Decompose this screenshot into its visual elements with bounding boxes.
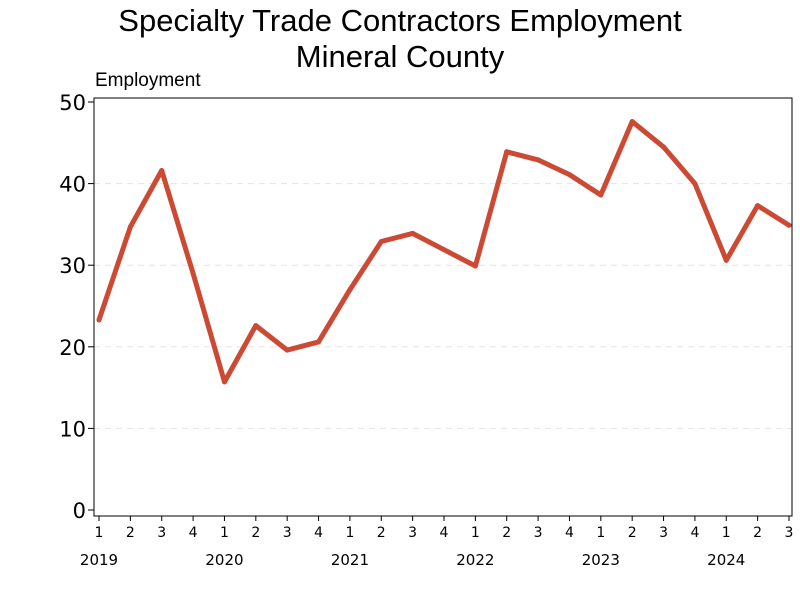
x-year-label: 2019 — [80, 551, 118, 569]
y-axis: 0 10 20 30 40 50 — [59, 91, 94, 523]
x-tick-label: 2 — [251, 525, 260, 541]
data-point — [190, 270, 196, 276]
data-point — [504, 149, 510, 155]
data-point — [566, 172, 572, 178]
x-tick-label: 3 — [408, 525, 417, 541]
data-point — [629, 119, 635, 125]
x-tick-label: 2 — [502, 525, 511, 541]
x-year-label: 2020 — [205, 551, 243, 569]
data-point — [96, 317, 102, 323]
data-point — [347, 287, 353, 293]
plot-frame — [93, 97, 793, 517]
data-point — [472, 263, 478, 269]
x-tick-label: 3 — [659, 525, 668, 541]
x-tick-label: 4 — [565, 525, 574, 541]
x-tick-label: 4 — [690, 525, 699, 541]
x-tick-label: 1 — [220, 525, 229, 541]
data-point — [692, 181, 698, 187]
x-tick-label: 2 — [628, 525, 637, 541]
y-tick-label: 30 — [59, 254, 86, 278]
data-point — [661, 144, 667, 150]
y-tick-label: 0 — [73, 499, 86, 523]
data-point — [127, 224, 133, 230]
x-tick-label: 2 — [377, 525, 386, 541]
x-tick-label: 1 — [345, 525, 354, 541]
data-point — [441, 247, 447, 253]
y-axis-label: Employment — [95, 70, 201, 91]
chart-title-line-2: Mineral County — [296, 39, 505, 74]
data-point — [723, 257, 729, 263]
x-year-label: 2022 — [456, 551, 494, 569]
data-point — [284, 347, 290, 353]
x-year-label: 2021 — [331, 551, 369, 569]
x-tick-label: 3 — [283, 525, 292, 541]
data-point — [221, 379, 227, 385]
y-tick-label: 20 — [59, 336, 86, 360]
x-tick-label: 1 — [471, 525, 480, 541]
x-tick-label: 3 — [157, 525, 166, 541]
x-tick-label: 1 — [596, 525, 605, 541]
x-tick-label: 2 — [753, 525, 762, 541]
data-point — [598, 192, 604, 198]
data-point — [786, 222, 792, 228]
data-point — [253, 323, 259, 329]
x-tick-label: 3 — [785, 525, 794, 541]
x-year-label: 2024 — [707, 551, 745, 569]
data-point — [535, 157, 541, 163]
chart-title-line-1: Specialty Trade Contractors Employment — [118, 3, 682, 38]
x-tick-label: 4 — [189, 525, 198, 541]
x-tick-label: 1 — [95, 525, 104, 541]
x-year-label: 2023 — [582, 551, 620, 569]
x-tick-label: 2 — [126, 525, 135, 541]
x-axis: 1 2019 2 3 4 1 2020 2 3 4 1 2021 2 3 4 1 2022 2 3 4 1 2023 2 3 4… — [80, 516, 794, 569]
chart-title: Specialty Trade Contractors EmploymentMi… — [118, 3, 682, 74]
data-point — [159, 168, 165, 174]
x-tick-label: 3 — [534, 525, 543, 541]
data-point — [316, 339, 322, 345]
data-point — [755, 203, 761, 209]
x-tick-label: 4 — [314, 525, 323, 541]
y-tick-label: 10 — [59, 417, 86, 441]
y-tick-label: 40 — [59, 173, 86, 197]
gridlines — [94, 183, 792, 429]
data-point — [410, 230, 416, 236]
x-tick-label: 1 — [722, 525, 731, 541]
x-tick-label: 4 — [440, 525, 449, 541]
data-point — [378, 239, 384, 245]
y-tick-label: 50 — [59, 91, 86, 115]
series-group — [96, 119, 792, 385]
